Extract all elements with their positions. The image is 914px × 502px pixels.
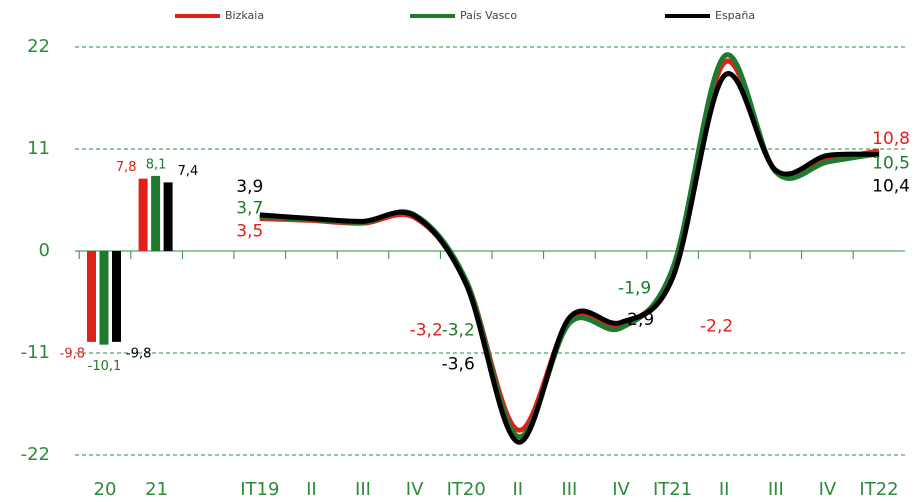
x-tick-label: IV bbox=[819, 479, 837, 500]
x-tick-label: III bbox=[355, 479, 371, 500]
data-label: 7,8 bbox=[116, 160, 137, 175]
y-tick-label: 11 bbox=[27, 138, 50, 159]
y-tick-label: 22 bbox=[27, 36, 50, 57]
x-tick-label: 20 bbox=[94, 479, 117, 500]
legend-label: Bizkaia bbox=[225, 9, 264, 22]
data-label: -9,8 bbox=[126, 346, 151, 361]
data-label: 3,7 bbox=[236, 199, 263, 219]
data-label: -9,8 bbox=[60, 346, 85, 361]
x-tick-label: IT21 bbox=[653, 479, 692, 500]
data-label: 10,4 bbox=[872, 177, 910, 197]
x-tick-label: II bbox=[512, 479, 523, 500]
data-label: 8,1 bbox=[146, 157, 167, 172]
data-label: -3,6 bbox=[442, 354, 475, 374]
bar bbox=[112, 251, 121, 342]
x-tick-label: II bbox=[719, 479, 730, 500]
x-tick-label: IV bbox=[406, 479, 424, 500]
legend-label: País Vasco bbox=[460, 9, 517, 22]
data-label: 10,8 bbox=[872, 129, 910, 149]
data-label: 7,4 bbox=[178, 164, 199, 179]
data-label: 10,5 bbox=[872, 154, 910, 174]
bar bbox=[138, 178, 148, 251]
data-label: 3,5 bbox=[236, 222, 263, 242]
y-tick-label: 0 bbox=[39, 240, 50, 261]
data-label: -2,2 bbox=[700, 316, 733, 336]
bar bbox=[163, 182, 173, 251]
x-tick-label: IT20 bbox=[447, 479, 486, 500]
line-series bbox=[259, 71, 880, 445]
bar bbox=[151, 175, 161, 251]
bar bbox=[87, 251, 96, 342]
line-series bbox=[259, 58, 880, 433]
data-label: 3,9 bbox=[236, 177, 263, 197]
x-tick-label: IV bbox=[612, 479, 630, 500]
x-tick-label: IT19 bbox=[240, 479, 279, 500]
x-tick-label: 21 bbox=[145, 479, 168, 500]
data-label: -3,2 bbox=[410, 321, 443, 341]
data-label: -2,9 bbox=[621, 310, 654, 330]
x-tick-label: IT22 bbox=[859, 479, 898, 500]
data-label: -10,1 bbox=[88, 359, 122, 374]
x-tick-label: II bbox=[306, 479, 317, 500]
bar bbox=[99, 251, 109, 345]
x-tick-label: III bbox=[561, 479, 577, 500]
y-tick-label: -11 bbox=[21, 342, 50, 363]
x-tick-label: III bbox=[768, 479, 784, 500]
line-series bbox=[259, 52, 880, 439]
data-label: -3,2 bbox=[442, 321, 475, 341]
legend-label: España bbox=[715, 9, 755, 22]
data-label: -1,9 bbox=[618, 279, 651, 299]
y-tick-label: -22 bbox=[21, 444, 50, 465]
